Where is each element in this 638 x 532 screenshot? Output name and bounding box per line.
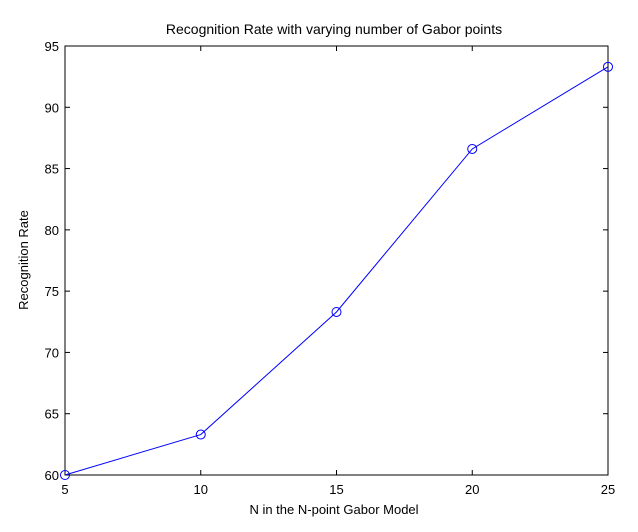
x-axis-ticks: 5 10 15 20 25 (61, 46, 615, 497)
data-point-marker (331, 306, 342, 317)
x-tick-label: 15 (329, 482, 343, 497)
y-tick-label: 80 (45, 223, 59, 238)
data-point-marker (467, 143, 478, 154)
data-point-marker (60, 470, 70, 480)
y-tick-label: 75 (45, 284, 59, 299)
y-tick-label: 90 (45, 100, 59, 115)
plot-frame (64, 45, 609, 476)
y-tick-label: 70 (45, 345, 59, 360)
chart-title: Recognition Rate with varying number of … (166, 21, 502, 37)
x-tick-label: 10 (194, 482, 208, 497)
y-tick-label: 65 (45, 407, 59, 422)
x-tick-label: 25 (601, 482, 615, 497)
x-axis-label: N in the N-point Gabor Model (249, 502, 418, 517)
y-tick-label: 60 (45, 468, 59, 483)
y-tick-label: 95 (45, 39, 59, 54)
y-tick-label: 85 (45, 162, 59, 177)
series-layer (60, 61, 613, 480)
y-axis-label: Recognition Rate (16, 210, 31, 310)
y-axis-ticks: 60 65 70 75 80 85 90 95 (45, 39, 608, 483)
x-tick-label: 5 (61, 482, 68, 497)
data-point-marker (603, 61, 613, 72)
series-line (64, 66, 609, 476)
data-point-marker (195, 429, 206, 440)
x-tick-label: 20 (465, 482, 479, 497)
